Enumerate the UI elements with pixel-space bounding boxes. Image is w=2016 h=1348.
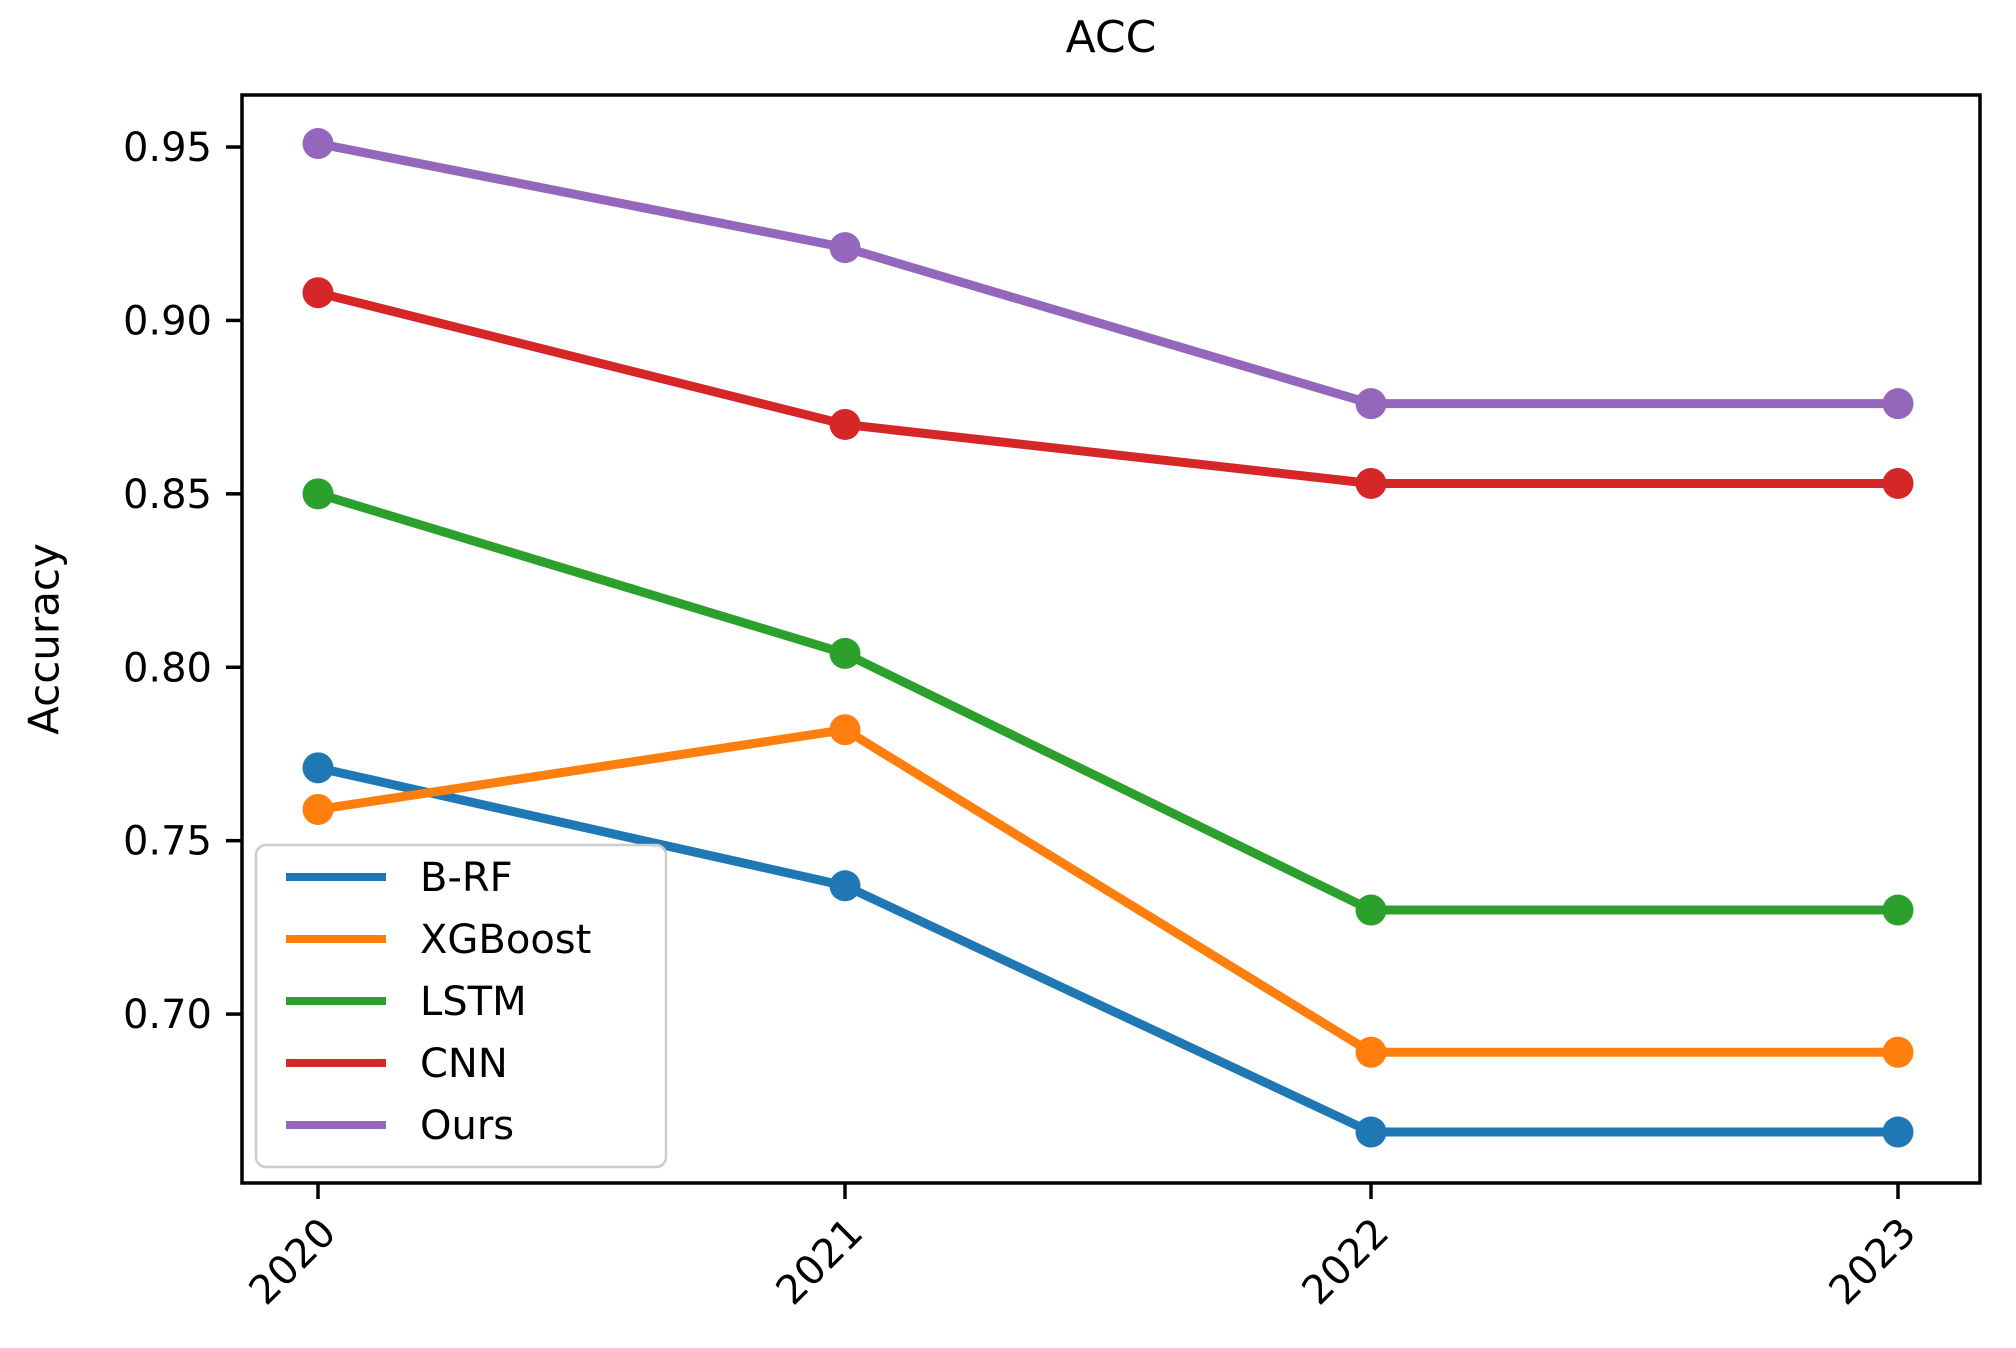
axes-spines <box>240 93 1982 1185</box>
data-point-ours-2021 <box>829 232 861 264</box>
y-tick-label: 0.85 <box>123 472 212 518</box>
x-tick-label: 2021 <box>768 1210 873 1315</box>
legend-label-lstm: LSTM <box>420 979 527 1025</box>
data-point-b-rf-2020 <box>302 752 334 784</box>
data-point-cnn-2020 <box>302 277 334 309</box>
series-line-lstm <box>313 489 1903 915</box>
data-point-cnn-2023 <box>1882 467 1914 499</box>
legend-box <box>254 843 668 1169</box>
data-point-cnn-2022 <box>1355 467 1387 499</box>
data-point-ours-2022 <box>1355 388 1387 420</box>
data-point-lstm-2020 <box>302 478 334 510</box>
y-tick-label: 0.75 <box>123 819 212 865</box>
legend-label-cnn: CNN <box>420 1041 508 1087</box>
data-point-lstm-2022 <box>1355 894 1387 926</box>
series-line-xgboost <box>313 725 1903 1057</box>
x-tick-label: 2022 <box>1294 1210 1399 1315</box>
y-tick-label: 0.95 <box>123 125 212 171</box>
data-point-xgboost-2021 <box>829 714 861 746</box>
data-point-b-rf-2021 <box>829 870 861 902</box>
legend-label-xgboost: XGBoost <box>420 917 591 963</box>
data-point-xgboost-2022 <box>1355 1036 1387 1068</box>
data-point-cnn-2021 <box>829 408 861 440</box>
x-tick-label: 2020 <box>241 1210 346 1315</box>
y-tick-label: 0.90 <box>123 298 212 344</box>
x-tick-label: 2023 <box>1821 1210 1926 1315</box>
data-point-lstm-2021 <box>829 637 861 669</box>
data-point-lstm-2023 <box>1882 894 1914 926</box>
data-point-ours-2020 <box>302 128 334 160</box>
legend-label-ours: Ours <box>420 1103 514 1149</box>
data-point-ours-2023 <box>1882 388 1914 420</box>
y-tick-label: 0.70 <box>123 992 212 1038</box>
data-point-xgboost-2023 <box>1882 1036 1914 1068</box>
data-point-xgboost-2020 <box>302 793 334 825</box>
chart-title: ACC <box>1065 12 1157 63</box>
y-tick-label: 0.80 <box>123 645 212 691</box>
legend-label-b-rf: B-RF <box>420 855 513 901</box>
data-point-b-rf-2023 <box>1882 1116 1914 1148</box>
series-line-b-rf <box>313 763 1903 1137</box>
series-line-ours <box>313 139 1903 409</box>
data-point-b-rf-2022 <box>1355 1116 1387 1148</box>
series-line-cnn <box>313 288 1903 488</box>
